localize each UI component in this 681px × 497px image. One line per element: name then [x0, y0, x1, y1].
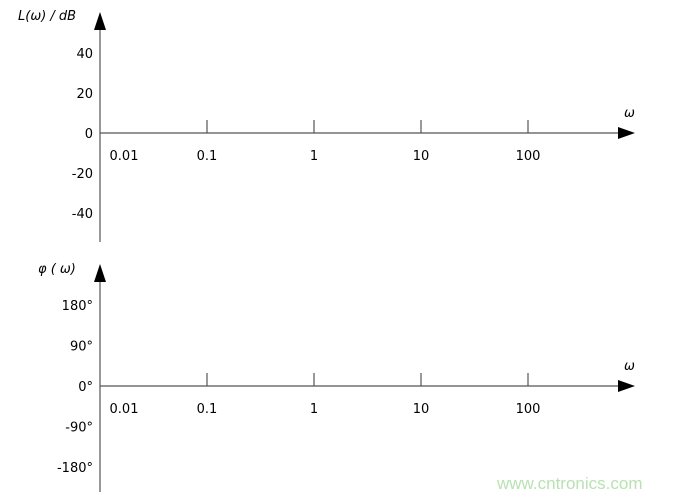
x-tick-label: 10 [413, 402, 430, 417]
y-tick-label: -20 [72, 167, 93, 182]
x-tick-label: 0.1 [197, 149, 218, 164]
x-tick-label: 100 [516, 149, 541, 164]
y-tick-label: 0° [78, 380, 93, 395]
x-axis-label: ω [624, 359, 635, 374]
y-axis-arrow-icon [94, 264, 106, 282]
y-axis-arrow-icon [94, 12, 106, 30]
y-tick-label: 20 [76, 87, 93, 102]
y-axis-label: L(ω) / dB [18, 9, 76, 24]
x-tick-label: 0.1 [197, 402, 218, 417]
x-tick-label: 10 [413, 149, 430, 164]
y-tick-label: 40 [76, 47, 93, 62]
x-tick-label: 1 [310, 149, 318, 164]
x-tick-label: 100 [516, 402, 541, 417]
x-tick-label: 1 [310, 402, 318, 417]
y-tick-label: -90° [65, 421, 93, 436]
y-tick-label: -180° [57, 461, 93, 476]
y-tick-label: -40 [72, 207, 93, 222]
y-tick-label: 90° [70, 340, 93, 355]
x-tick-label: 0.01 [110, 402, 139, 417]
x-tick-label: 0.01 [110, 149, 139, 164]
x-axis-arrow-icon [618, 127, 635, 139]
x-axis-label: ω [624, 106, 635, 121]
y-axis-label: φ ( ω) [38, 262, 76, 277]
y-tick-label: 180° [62, 299, 93, 314]
watermark: www.cntronics.com [496, 474, 642, 493]
x-axis-arrow-icon [618, 380, 635, 392]
y-tick-label: 0 [85, 127, 93, 142]
